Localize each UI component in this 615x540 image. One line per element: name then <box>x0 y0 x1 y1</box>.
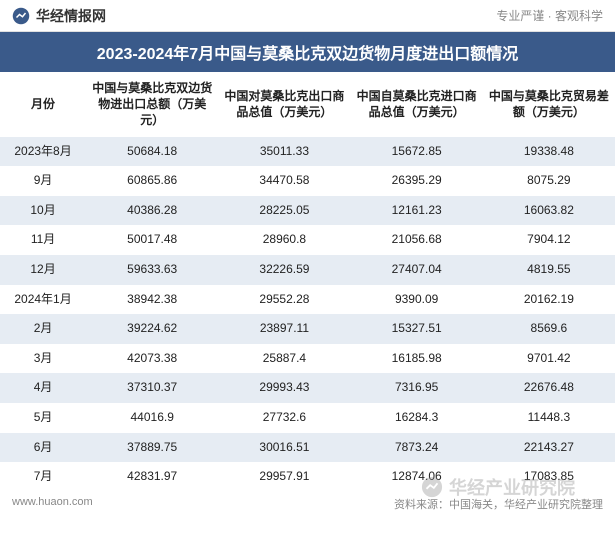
table-cell: 2月 <box>0 314 86 344</box>
table-cell: 38942.38 <box>86 285 218 315</box>
col-header-import: 中国自莫桑比克进口商品总值（万美元） <box>351 72 483 137</box>
table-cell: 60865.86 <box>86 166 218 196</box>
footer-source: 资料来源：中国海关，华经产业研究院整理 <box>394 496 603 512</box>
table-cell: 12161.23 <box>351 196 483 226</box>
table-cell: 32226.59 <box>218 255 350 285</box>
table-header-row: 月份 中国与莫桑比克双边货物进出口总额（万美元） 中国对莫桑比克出口商品总值（万… <box>0 72 615 137</box>
table-cell: 12874.06 <box>351 462 483 492</box>
table-cell: 39224.62 <box>86 314 218 344</box>
table-cell: 7904.12 <box>483 225 615 255</box>
table-cell: 15327.51 <box>351 314 483 344</box>
table-cell: 42073.38 <box>86 344 218 374</box>
table-cell: 9390.09 <box>351 285 483 315</box>
table-row: 4月37310.3729993.437316.9522676.48 <box>0 373 615 403</box>
footer-website: www.huaon.com <box>12 496 93 512</box>
table-cell: 27407.04 <box>351 255 483 285</box>
table-cell: 29552.28 <box>218 285 350 315</box>
table-cell: 28225.05 <box>218 196 350 226</box>
col-header-balance: 中国与莫桑比克贸易差额（万美元） <box>483 72 615 137</box>
table-cell: 8569.6 <box>483 314 615 344</box>
table-cell: 11448.3 <box>483 403 615 433</box>
table-cell: 9月 <box>0 166 86 196</box>
table-cell: 44016.9 <box>86 403 218 433</box>
table-row: 6月37889.7530016.517873.2422143.27 <box>0 433 615 463</box>
table-cell: 28960.8 <box>218 225 350 255</box>
table-cell: 37889.75 <box>86 433 218 463</box>
logo-icon <box>12 7 30 25</box>
table-row: 7月42831.9729957.9112874.0617083.85 <box>0 462 615 492</box>
table-cell: 6月 <box>0 433 86 463</box>
table-cell: 15672.85 <box>351 137 483 167</box>
table-cell: 59633.63 <box>86 255 218 285</box>
table-cell: 10月 <box>0 196 86 226</box>
table-cell: 21056.68 <box>351 225 483 255</box>
table-row: 2023年8月50684.1835011.3315672.8519338.48 <box>0 137 615 167</box>
table-cell: 25887.4 <box>218 344 350 374</box>
data-table: 月份 中国与莫桑比克双边货物进出口总额（万美元） 中国对莫桑比克出口商品总值（万… <box>0 72 615 492</box>
table-row: 2月39224.6223897.1115327.518569.6 <box>0 314 615 344</box>
col-header-total: 中国与莫桑比克双边货物进出口总额（万美元） <box>86 72 218 137</box>
table-row: 10月40386.2828225.0512161.2316063.82 <box>0 196 615 226</box>
table-cell: 26395.29 <box>351 166 483 196</box>
table-cell: 5月 <box>0 403 86 433</box>
table-cell: 3月 <box>0 344 86 374</box>
page-footer: www.huaon.com 资料来源：中国海关，华经产业研究院整理 <box>0 492 615 516</box>
table-cell: 29993.43 <box>218 373 350 403</box>
table-cell: 34470.58 <box>218 166 350 196</box>
table-cell: 22676.48 <box>483 373 615 403</box>
table-cell: 16185.98 <box>351 344 483 374</box>
chart-title: 2023-2024年7月中国与莫桑比克双边货物月度进出口额情况 <box>0 32 615 72</box>
table-cell: 2023年8月 <box>0 137 86 167</box>
table-row: 2024年1月38942.3829552.289390.0920162.19 <box>0 285 615 315</box>
page-header: 华经情报网 专业严谨 · 客观科学 <box>0 0 615 32</box>
table-cell: 16284.3 <box>351 403 483 433</box>
table-cell: 50017.48 <box>86 225 218 255</box>
table-row: 3月42073.3825887.416185.989701.42 <box>0 344 615 374</box>
table-cell: 17083.85 <box>483 462 615 492</box>
header-left: 华经情报网 <box>12 6 106 26</box>
table-cell: 40386.28 <box>86 196 218 226</box>
table-cell: 9701.42 <box>483 344 615 374</box>
table-cell: 7873.24 <box>351 433 483 463</box>
table-cell: 11月 <box>0 225 86 255</box>
table-cell: 29957.91 <box>218 462 350 492</box>
table-cell: 7316.95 <box>351 373 483 403</box>
table-cell: 23897.11 <box>218 314 350 344</box>
table-cell: 8075.29 <box>483 166 615 196</box>
table-cell: 7月 <box>0 462 86 492</box>
table-cell: 19338.48 <box>483 137 615 167</box>
table-cell: 4月 <box>0 373 86 403</box>
col-header-export: 中国对莫桑比克出口商品总值（万美元） <box>218 72 350 137</box>
data-table-container: 月份 中国与莫桑比克双边货物进出口总额（万美元） 中国对莫桑比克出口商品总值（万… <box>0 72 615 492</box>
table-cell: 4819.55 <box>483 255 615 285</box>
table-cell: 20162.19 <box>483 285 615 315</box>
table-row: 5月44016.927732.616284.311448.3 <box>0 403 615 433</box>
table-row: 11月50017.4828960.821056.687904.12 <box>0 225 615 255</box>
table-row: 12月59633.6332226.5927407.044819.55 <box>0 255 615 285</box>
col-header-month: 月份 <box>0 72 86 137</box>
table-cell: 16063.82 <box>483 196 615 226</box>
table-cell: 22143.27 <box>483 433 615 463</box>
table-cell: 37310.37 <box>86 373 218 403</box>
table-cell: 12月 <box>0 255 86 285</box>
table-cell: 35011.33 <box>218 137 350 167</box>
header-slogan: 专业严谨 · 客观科学 <box>496 7 603 24</box>
logo-text: 华经情报网 <box>36 6 106 26</box>
table-cell: 30016.51 <box>218 433 350 463</box>
table-row: 9月60865.8634470.5826395.298075.29 <box>0 166 615 196</box>
table-cell: 50684.18 <box>86 137 218 167</box>
table-cell: 27732.6 <box>218 403 350 433</box>
table-cell: 42831.97 <box>86 462 218 492</box>
table-cell: 2024年1月 <box>0 285 86 315</box>
